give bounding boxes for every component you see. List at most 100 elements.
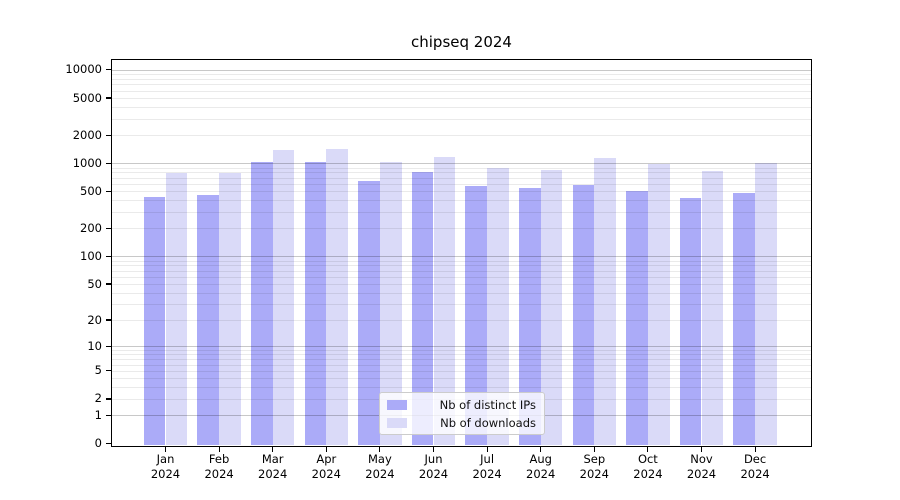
x-tick-label: Sep 2024 (562, 452, 626, 481)
x-tick-mark (272, 447, 274, 452)
minor-gridline (112, 359, 811, 361)
chart-title: chipseq 2024 (411, 33, 512, 51)
bar-downloads (755, 163, 777, 446)
x-tick-year: 2024 (204, 466, 234, 481)
y-tick-label: 5 (94, 363, 102, 378)
x-tick-year: 2024 (365, 466, 395, 481)
y-tick-mark (106, 97, 111, 99)
bar-distinct-ips (411, 172, 434, 446)
minor-gridline (112, 200, 811, 202)
bar-downloads (272, 149, 295, 446)
x-tick-month: Oct (637, 452, 658, 466)
minor-gridline (112, 74, 811, 76)
y-tick-mark (106, 414, 111, 416)
legend-swatch-distinct-ips (387, 400, 407, 410)
x-tick-year: 2024 (633, 466, 663, 481)
minor-gridline (112, 78, 811, 80)
x-tick-month: Sep (583, 452, 606, 466)
y-tick-mark (106, 69, 111, 71)
x-tick-month: Dec (743, 452, 767, 466)
minor-gridline (112, 284, 811, 285)
y-tick-label: 20 (87, 312, 102, 327)
y-tick-label: 10000 (65, 62, 102, 77)
bar-downloads (219, 173, 241, 446)
minor-gridline (112, 107, 811, 109)
minor-gridline (112, 167, 811, 169)
x-tick-year: 2024 (526, 466, 556, 481)
minor-gridline (112, 276, 811, 278)
x-tick-year: 2024 (686, 466, 717, 481)
x-tick-month: Nov (690, 452, 713, 466)
major-gridline (112, 346, 811, 348)
x-tick-year: 2024 (472, 466, 502, 481)
minor-gridline (112, 118, 811, 120)
minor-gridline (112, 387, 811, 389)
y-tick-label: 10 (87, 338, 102, 353)
bar-downloads (379, 162, 402, 446)
minor-gridline (112, 135, 811, 137)
minor-gridline (112, 378, 811, 380)
bar-downloads (594, 158, 616, 446)
bar-distinct-ips (251, 162, 273, 446)
x-tick-month: Feb (208, 452, 230, 466)
y-tick-mark (106, 162, 111, 164)
y-tick-label: 50 (87, 276, 102, 291)
y-tick-mark (106, 227, 111, 229)
bar-distinct-ips (465, 186, 488, 446)
x-tick-mark (218, 447, 220, 452)
y-tick-label: 100 (80, 248, 102, 263)
bar-distinct-ips (197, 194, 220, 446)
x-tick-mark (700, 447, 703, 452)
bar-distinct-ips (143, 197, 166, 446)
bar-distinct-ips (358, 180, 380, 446)
x-tick-mark (593, 447, 595, 452)
x-tick-label: Jul 2024 (455, 452, 519, 481)
legend-item-downloads: Nb of downloads (387, 416, 536, 430)
major-gridline (112, 256, 811, 258)
y-tick-mark (106, 283, 111, 285)
bar-downloads (647, 164, 670, 446)
y-tick-mark (106, 255, 111, 257)
minor-gridline (112, 292, 811, 294)
x-tick-label: Jun 2024 (402, 452, 466, 481)
x-tick-mark (432, 447, 435, 452)
bar-downloads (433, 157, 456, 446)
minor-gridline (112, 320, 811, 321)
bar-distinct-ips (626, 191, 648, 446)
major-gridline (112, 69, 811, 71)
y-tick-label: 1000 (72, 155, 102, 170)
y-tick-mark (106, 442, 111, 445)
y-tick-mark (106, 134, 111, 136)
x-tick-month: Mar (261, 452, 284, 466)
minor-gridline (112, 183, 811, 185)
bar-distinct-ips (519, 188, 541, 446)
x-tick-month: Apr (316, 452, 337, 466)
y-tick-label: 500 (80, 183, 102, 198)
x-tick-label: Dec 2024 (723, 452, 787, 481)
minor-gridline (112, 228, 811, 230)
x-tick-label: Oct 2024 (616, 452, 680, 481)
legend-label-distinct-ips: Nb of distinct IPs (439, 398, 536, 412)
minor-gridline (112, 172, 811, 174)
x-tick-label: Nov 2024 (670, 452, 734, 481)
x-tick-mark (164, 447, 167, 452)
bar-downloads (701, 170, 724, 446)
bar-downloads (540, 169, 563, 446)
minor-gridline (112, 304, 811, 306)
x-tick-month: Jul (480, 452, 495, 466)
minor-gridline (112, 354, 811, 356)
bar-distinct-ips (572, 184, 595, 446)
major-gridline (112, 163, 811, 165)
minor-gridline (112, 260, 811, 262)
x-tick-month: Jun (424, 452, 443, 466)
y-tick-label: 1 (94, 407, 102, 422)
x-tick-label: Feb 2024 (187, 452, 251, 481)
minor-gridline (112, 84, 811, 86)
legend-label-downloads: Nb of downloads (440, 416, 536, 430)
minor-gridline (112, 98, 811, 99)
y-tick-mark (106, 370, 111, 372)
y-tick-label: 5000 (72, 90, 102, 105)
x-tick-label: Jan 2024 (134, 452, 198, 481)
x-tick-label: Aug 2024 (509, 452, 573, 481)
